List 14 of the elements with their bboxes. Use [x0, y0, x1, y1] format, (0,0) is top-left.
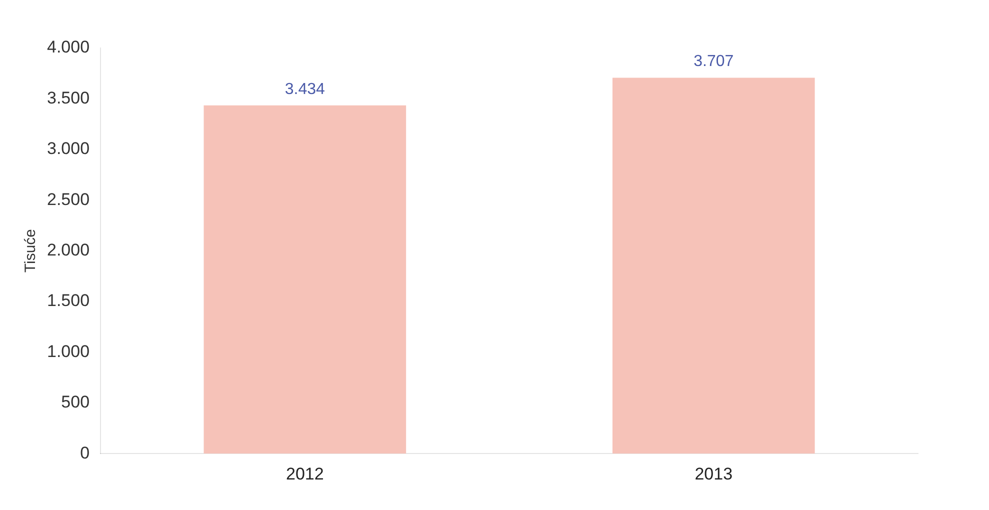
x-tick-label: 2012	[286, 464, 324, 484]
y-tick-label: 4.000	[46, 38, 90, 57]
y-tick-label: 2.500	[46, 190, 90, 209]
y-axis-title: Tisuće	[22, 228, 40, 273]
data-label: 3.434	[284, 80, 326, 98]
x-tick-label: 2013	[694, 464, 733, 484]
y-tick-label: 1.000	[46, 342, 90, 361]
data-label: 3.707	[694, 53, 734, 70]
y-tick-label: 2.000	[46, 240, 90, 260]
y-tick-label: 3.000	[46, 139, 90, 158]
y-tick-label: 3.500	[46, 88, 90, 108]
y-tick-label: 0	[80, 443, 90, 462]
y-tick-label: 500	[61, 392, 90, 412]
y-tick-label: 1.500	[46, 291, 90, 310]
